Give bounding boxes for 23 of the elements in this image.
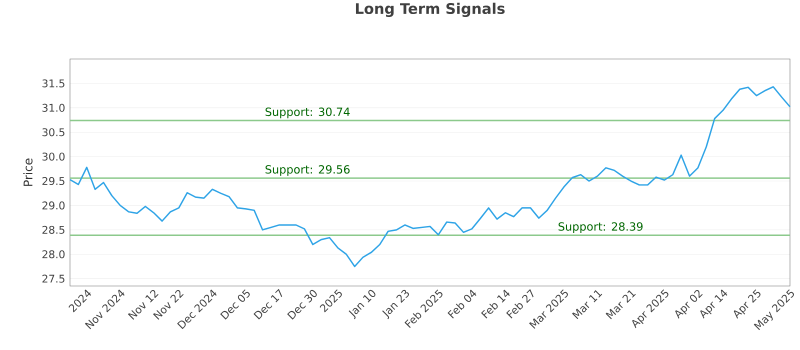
y-tick-label: 29.0 — [42, 201, 65, 210]
x-tick-label: Apr 25 — [734, 289, 760, 319]
x-tick-label: Jan 23 — [382, 290, 409, 320]
y-tick-label: 28.0 — [42, 250, 65, 258]
x-tick-label: Dec 05 — [220, 289, 250, 320]
x-tick-label: Feb 04 — [448, 290, 476, 318]
x-tick-label: Mar 11 — [572, 290, 602, 320]
chart-title: Long Term Signals — [356, 2, 505, 17]
y-tick-label: 30.5 — [42, 128, 64, 136]
y-tick-label: 27.5 — [42, 274, 64, 283]
ref-line-label: Support: 30.74 — [266, 108, 350, 118]
y-tick-label: 31.0 — [42, 104, 65, 112]
ref-line-label: Support: 29.56 — [266, 165, 350, 176]
x-tick-label: Mar 21 — [606, 290, 636, 320]
y-tick-label: 31.5 — [42, 79, 64, 88]
y-tick-label: 30.0 — [42, 152, 65, 161]
y-tick-label: 28.5 — [42, 226, 64, 234]
x-tick-label: Jan 10 — [348, 290, 376, 320]
y-tick-label: 29.5 — [42, 177, 64, 186]
y-axis-title: Price — [23, 158, 33, 186]
ref-line-label: Support: 28.39 — [558, 222, 643, 233]
x-tick-label: Dec 30 — [287, 290, 317, 320]
x-tick-label: Dec 17 — [254, 288, 282, 320]
